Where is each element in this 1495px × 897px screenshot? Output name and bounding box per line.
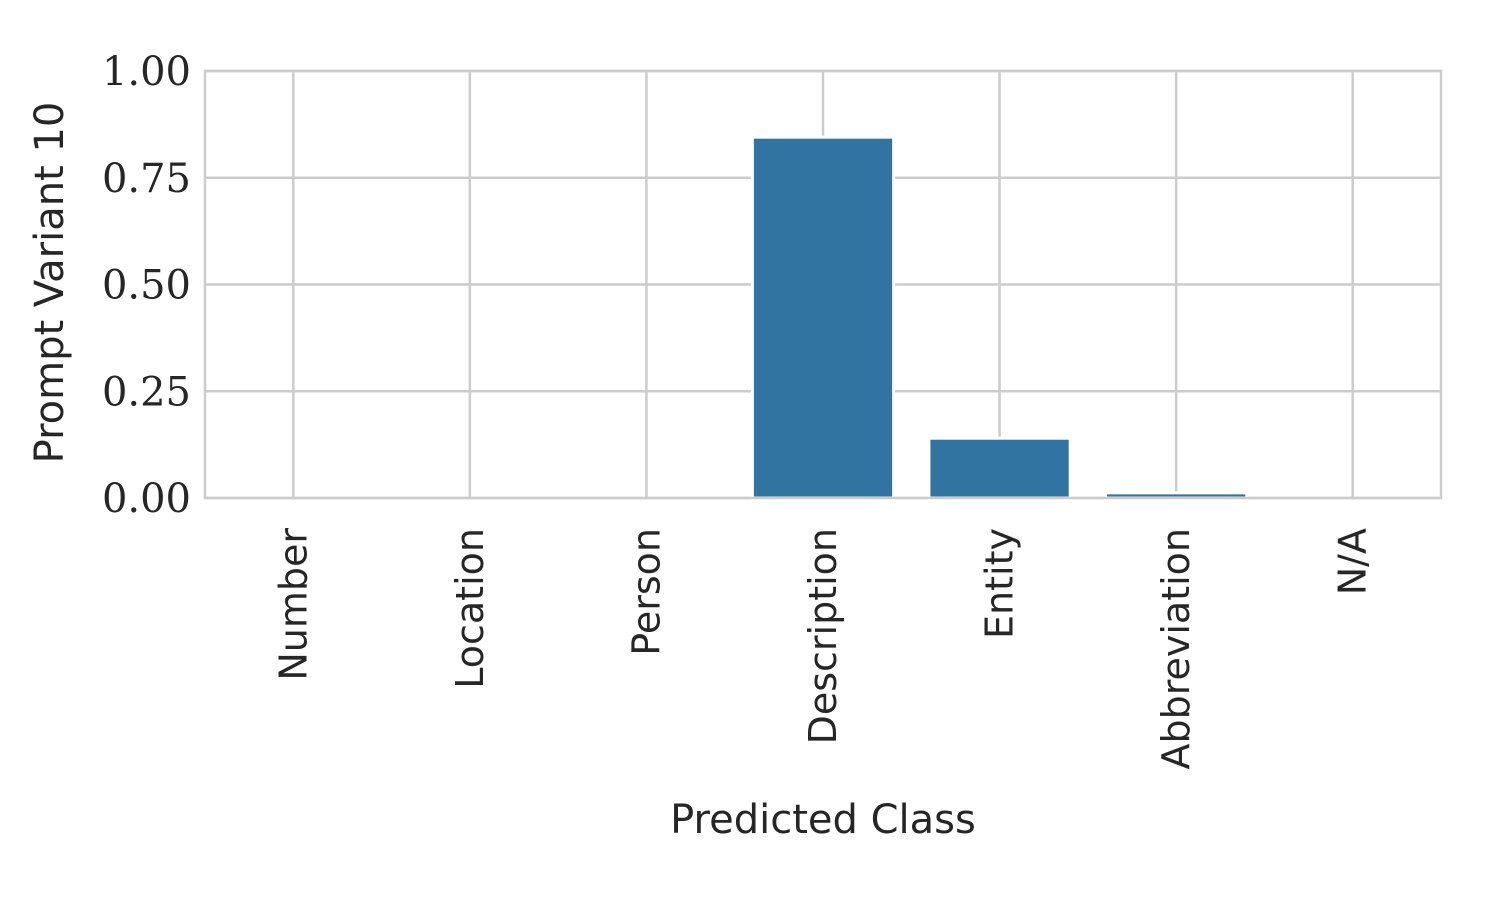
bar-entity [927, 436, 1072, 500]
y-tick-label: 0.50 [102, 263, 191, 309]
x-tick-label: Abbreviation [1154, 528, 1198, 770]
x-tick-label: Number [271, 528, 315, 681]
x-tick-label: N/A [1331, 528, 1375, 595]
x-tick-label: Location [448, 528, 492, 689]
x-tick-label: Person [624, 528, 668, 656]
plot-frame [203, 69, 1443, 500]
bars-layer [750, 135, 1249, 500]
y-tick-label: 0.75 [102, 156, 191, 202]
bar-description [750, 135, 896, 500]
x-axis-label: Predicted Class [670, 797, 976, 843]
y-tick-label: 0.00 [102, 476, 191, 522]
y-axis-label: Prompt Variant 10 [27, 102, 73, 464]
x-tick-label: Entity [978, 528, 1022, 639]
y-tick-label: 1.00 [102, 49, 191, 95]
x-axis-ticks: Number Location Person Description Entity Abb… [271, 528, 1374, 770]
x-tick-label: Description [801, 528, 845, 744]
y-tick-label: 0.25 [102, 369, 191, 415]
y-axis-ticks: 0.00 0.25 0.50 0.75 1.00 [102, 49, 191, 522]
